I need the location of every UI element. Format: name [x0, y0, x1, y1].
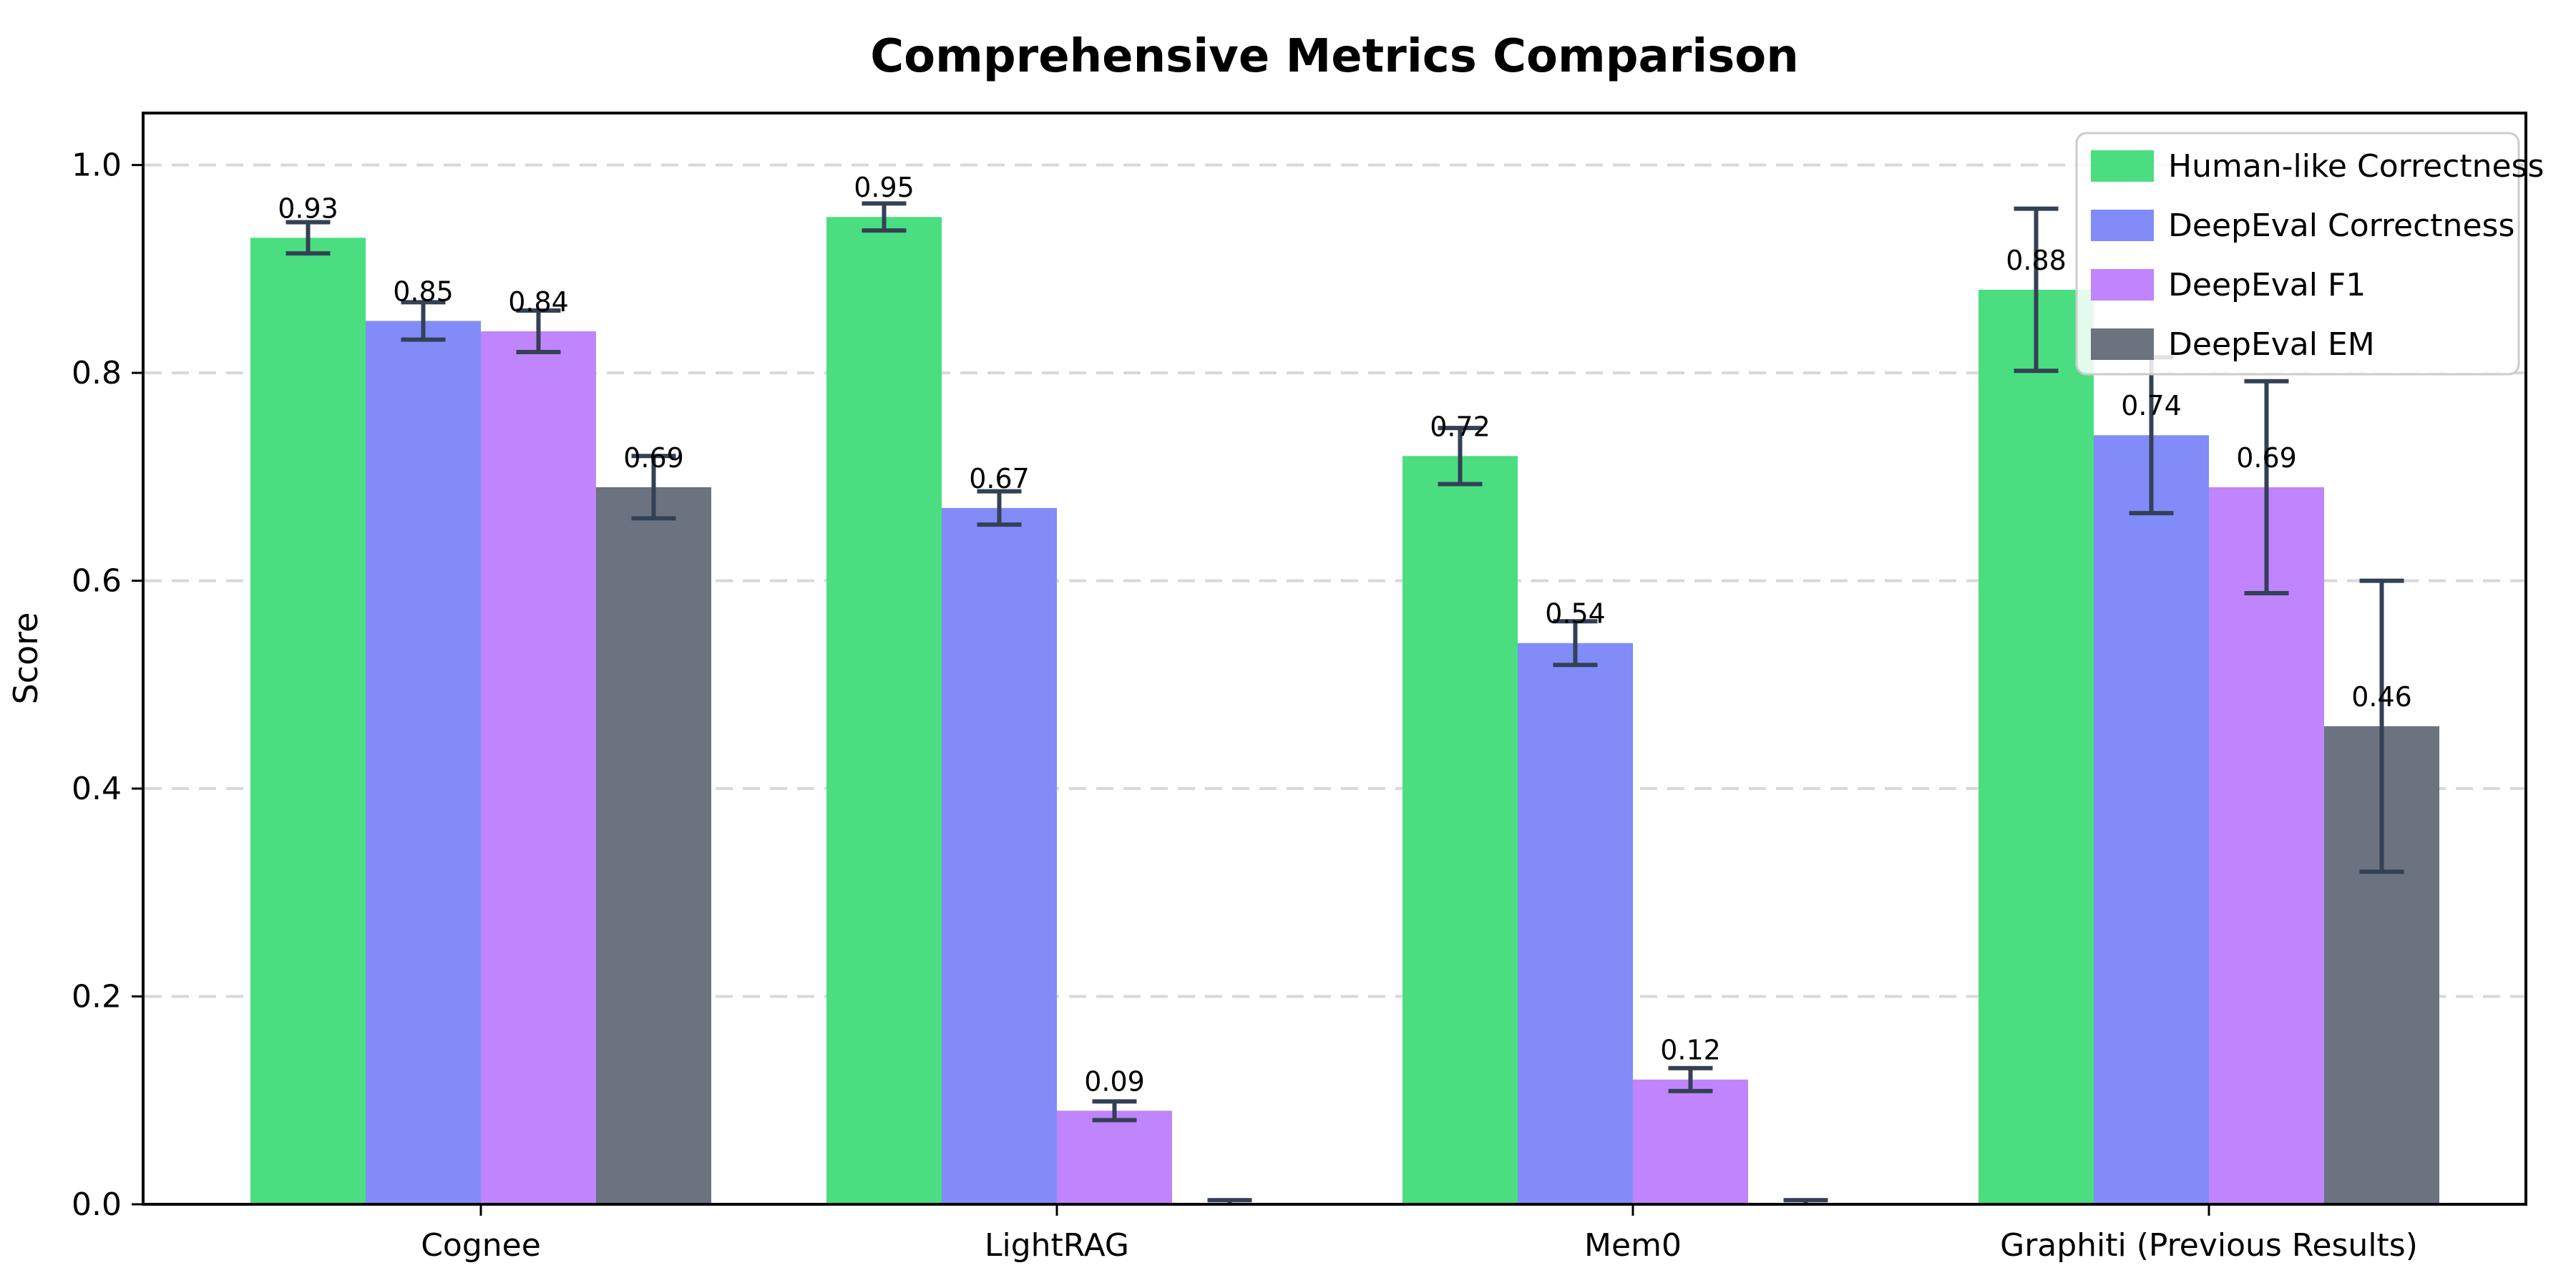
plot-area: 0.93 0.95 0.72 0.88 0.85 0.67 0.54 0.74 0.84 0.09…: [72, 112, 2544, 1264]
bar-value-label: 0.93: [278, 192, 338, 224]
y-tick-label: 0.6: [72, 563, 122, 600]
y-tick-label: 0.2: [72, 979, 122, 1015]
bar-value-label: 0.12: [1660, 1035, 1721, 1066]
bar-deepeval-correctness-mem0: [1518, 643, 1633, 1204]
y-tick-label: 0.4: [72, 771, 122, 807]
bar-value-label: 0.09: [1084, 1065, 1145, 1097]
bar-value-label: 0.74: [2121, 390, 2182, 421]
series-deepeval-correctness: 0.85 0.67 0.54 0.74: [366, 275, 2209, 1205]
y-tick-label: 0.0: [72, 1186, 122, 1223]
bar-value-label: 0.95: [854, 172, 914, 203]
error-bar-deepeval-f1-graphiti-previous-results: [2244, 379, 2289, 595]
x-tick-label-cognee: Cognee: [421, 1227, 541, 1264]
axes-frame: [142, 112, 2527, 1206]
series-deepeval-f1: 0.84 0.09 0.12 0.69: [481, 286, 2324, 1204]
error-bar-human-like-correctness-mem0: [1438, 426, 1483, 487]
bar-value-label: 0.84: [508, 286, 569, 318]
legend-label-deepeval-f1: DeepEval F1: [2168, 267, 2366, 303]
bar-value-label: 0.69: [2236, 442, 2297, 474]
error-bar-human-like-correctness-lightrag: [862, 201, 907, 233]
bar-human-like-correctness-lightrag: [826, 217, 942, 1205]
legend-swatch-deepeval-f1: [2091, 269, 2154, 301]
series-human-like-correctness: 0.93 0.95 0.72 0.88: [250, 172, 2094, 1205]
chart-title: Comprehensive Metrics Comparison: [870, 30, 1799, 83]
legend-box: [2075, 132, 2520, 376]
error-bar-human-like-correctness-graphiti-previous-results: [2014, 206, 2059, 374]
bar-deepeval-f1-lightrag: [1057, 1111, 1172, 1204]
bar-deepeval-em-cognee: [596, 487, 711, 1204]
bar-deepeval-f1-graphiti-previous-results: [2209, 487, 2324, 1204]
y-tick-label: 0.8: [72, 355, 122, 391]
bar-value-label: 0.67: [969, 463, 1030, 494]
bar-groups: 0.93 0.95 0.72 0.88 0.85 0.67 0.54 0.74 0.84 0.09…: [250, 172, 2439, 1205]
legend-swatch-human-like-correctness: [2091, 150, 2154, 182]
error-bar-deepeval-em-graphiti-previous-results: [2359, 578, 2404, 874]
bar-value-label: 0.54: [1545, 598, 1606, 630]
series-deepeval-em: 0.69 0.46: [596, 442, 2439, 1204]
bar-human-like-correctness-cognee: [250, 238, 366, 1205]
y-tick-label: 1.0: [72, 147, 122, 184]
y-axis-ticks: 0.0 0.2 0.4 0.6 0.8 1.0: [72, 147, 143, 1223]
error-bar-deepeval-correctness-cognee: [401, 300, 446, 342]
legend-swatch-deepeval-correctness: [2091, 210, 2154, 241]
legend-label-deepeval-correctness: DeepEval Correctness: [2168, 208, 2514, 244]
x-tick-label-mem0: Mem0: [1584, 1227, 1682, 1264]
error-bar-deepeval-em-cognee: [631, 454, 676, 521]
error-bar-deepeval-f1-mem0: [1668, 1065, 1713, 1093]
error-bar-deepeval-f1-lightrag: [1092, 1099, 1137, 1123]
bar-deepeval-correctness-cognee: [366, 321, 481, 1204]
bar-value-label: 0.69: [623, 442, 684, 474]
bar-human-like-correctness-mem0: [1402, 456, 1518, 1205]
legend-swatch-deepeval-em: [2091, 328, 2154, 360]
error-bar-deepeval-correctness-lightrag: [977, 489, 1022, 527]
bar-value-label: 0.85: [393, 275, 454, 307]
x-axis-ticks: Cognee LightRAG Mem0 Graphiti (Previous Res…: [421, 1204, 2418, 1264]
bar-human-like-correctness-graphiti-previous-results: [1979, 289, 2094, 1204]
bar-value-label: 0.88: [2006, 245, 2067, 276]
x-tick-label-lightrag: LightRAG: [985, 1227, 1129, 1264]
legend-label-human-like-correctness: Human-like Correctness: [2168, 148, 2544, 185]
bar-value-label: 0.46: [2351, 681, 2412, 713]
bar-deepeval-correctness-graphiti-previous-results: [2094, 435, 2209, 1205]
x-tick-label-graphiti-previous-results: Graphiti (Previous Results): [2000, 1227, 2418, 1264]
legend-label-deepeval-em: DeepEval EM: [2168, 326, 2375, 363]
bar-deepeval-f1-cognee: [481, 331, 596, 1204]
bar-deepeval-f1-mem0: [1633, 1079, 1748, 1204]
legend: Human-like Correctness DeepEval Correctne…: [2075, 132, 2544, 376]
error-bar-deepeval-correctness-mem0: [1553, 619, 1598, 668]
error-bar-human-like-correctness-cognee: [286, 220, 331, 256]
bar-value-label: 0.72: [1430, 411, 1491, 442]
error-bar-deepeval-f1-cognee: [516, 308, 561, 355]
bar-deepeval-correctness-lightrag: [942, 507, 1057, 1204]
y-axis-label: Score: [6, 613, 45, 705]
